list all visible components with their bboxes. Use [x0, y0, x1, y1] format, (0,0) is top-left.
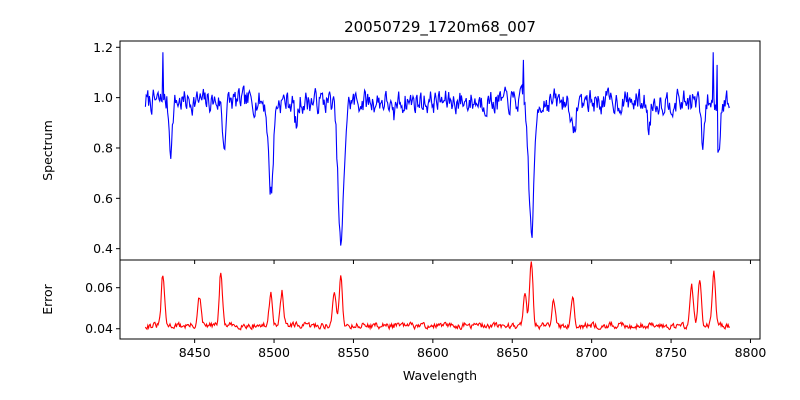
error-x-tick-label: 8700 [576, 345, 608, 360]
error-series-line [144, 261, 731, 331]
error-x-tick-label: 8750 [655, 345, 687, 360]
spectrum-y-tick-label: 0.8 [93, 140, 113, 155]
spectrum-y-tick-label: 1.2 [93, 40, 113, 55]
error-x-ticks: 8450 8500 8550 8600 8650 8700 8750 8800 [179, 339, 767, 360]
error-x-tick-label: 8650 [496, 345, 528, 360]
error-panel: 0.04 0.06 8450 8500 8550 8600 8650 8700 8750 880… [40, 259, 767, 383]
spectrum-x-ticks [194, 260, 751, 264]
error-x-tick-label: 8550 [338, 345, 370, 360]
error-y-tick-label: 0.06 [85, 280, 113, 295]
error-x-tick-label: 8450 [179, 345, 211, 360]
spectrum-y-tick-label: 0.4 [93, 241, 113, 256]
error-y-tick-label: 0.04 [85, 321, 113, 336]
error-x-tick-label: 8500 [258, 345, 290, 360]
spectrum-y-tick-label: 1.0 [93, 90, 113, 105]
spectrum-y-tick-label: 0.6 [93, 191, 113, 206]
spectrum-y-ticks: 0.4 0.6 0.8 1.0 1.2 [93, 40, 120, 256]
chart-title: 20050729_1720m68_007 [344, 18, 536, 37]
error-x-tick-label: 8800 [735, 345, 767, 360]
spectrum-y-axis-label: Spectrum [40, 120, 55, 181]
error-plot-frame [119, 259, 761, 340]
error-x-tick-label: 8600 [417, 345, 449, 360]
error-y-ticks: 0.04 0.06 [85, 280, 120, 336]
error-y-axis-label: Error [40, 283, 55, 314]
spectrum-panel: 0.4 0.6 0.8 1.0 1.2 Spectrum [40, 40, 761, 264]
x-axis-label: Wavelength [403, 368, 477, 383]
spectrum-series-line [144, 52, 731, 246]
